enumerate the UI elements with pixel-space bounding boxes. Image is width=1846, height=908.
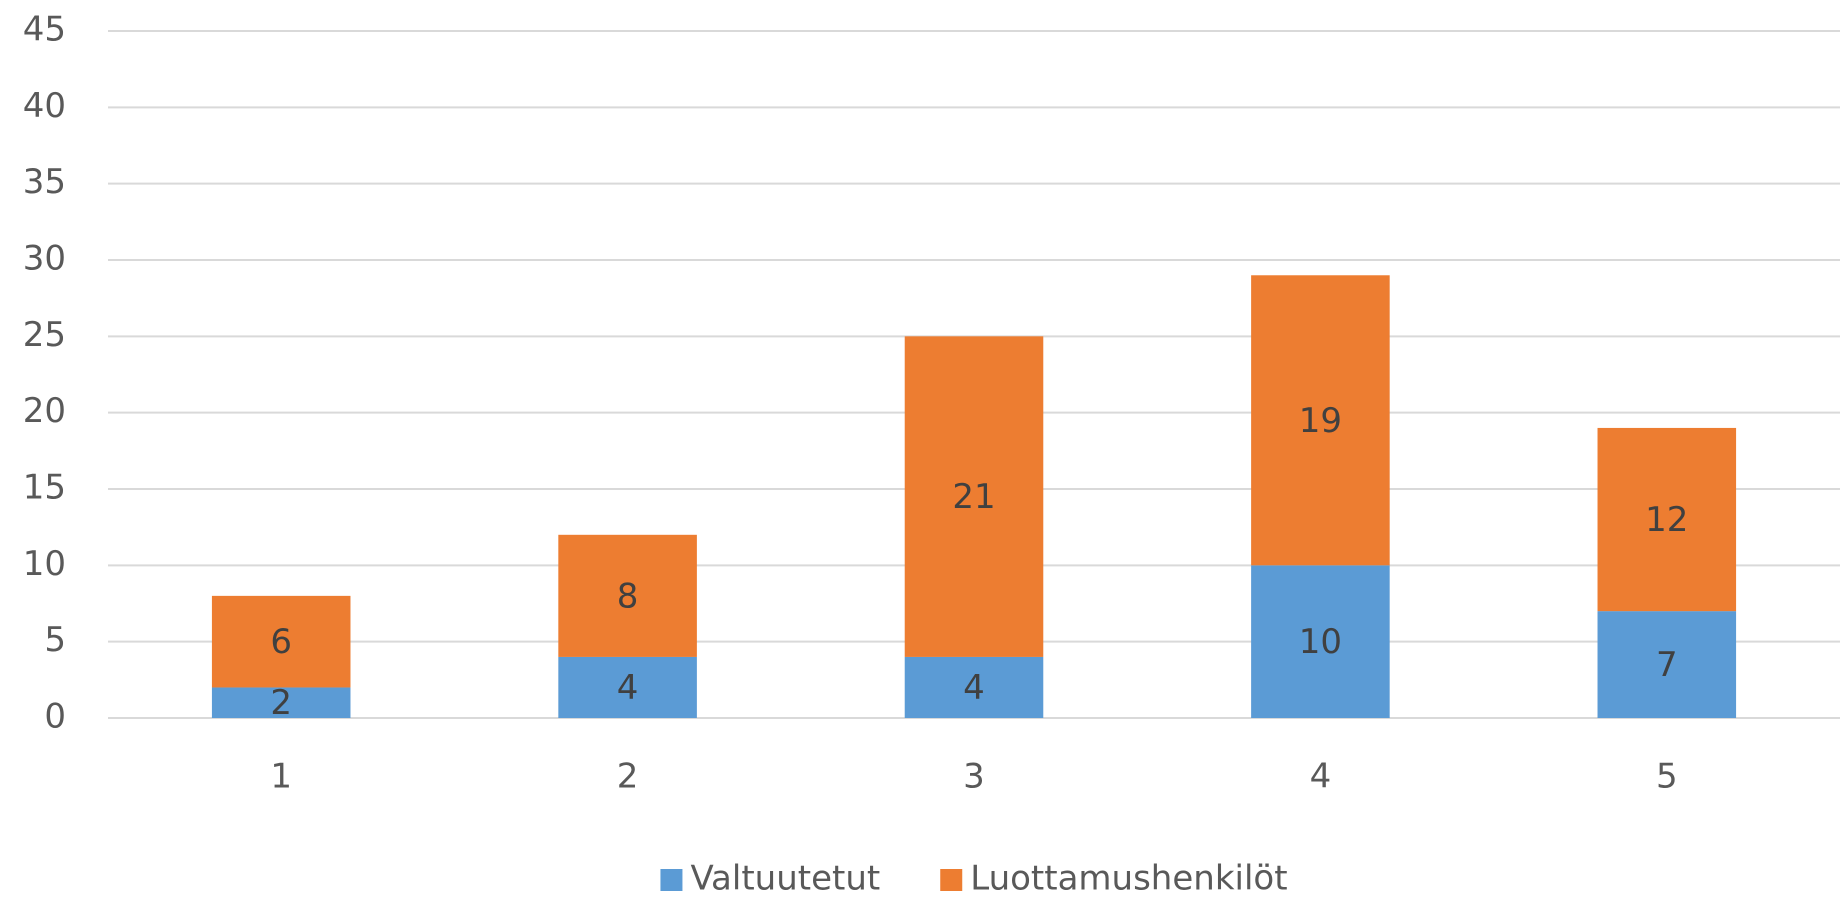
data-label: 4 — [963, 668, 985, 708]
bar-segment — [904, 656, 1044, 718]
x-tick-label: 3 — [963, 757, 985, 797]
y-tick-label: 5 — [44, 620, 66, 660]
y-tick-label: 25 — [23, 315, 66, 355]
data-label: 8 — [617, 576, 639, 616]
x-tick-label: 4 — [1310, 757, 1332, 797]
data-label: 6 — [270, 622, 292, 662]
y-tick-label: 40 — [23, 86, 66, 126]
legend-label: Valtuutetut — [690, 859, 880, 899]
data-label: 7 — [1656, 645, 1678, 685]
data-label: 10 — [1299, 622, 1342, 662]
y-tick-label: 10 — [23, 544, 66, 584]
y-tick-label: 45 — [23, 10, 66, 50]
bar-segment — [211, 595, 351, 688]
data-label: 19 — [1299, 401, 1342, 441]
y-tick-label: 35 — [23, 162, 66, 202]
data-label: 2 — [270, 683, 292, 723]
y-tick-label: 30 — [23, 239, 66, 279]
bar-segment — [1597, 427, 1737, 612]
y-tick-label: 0 — [44, 697, 66, 737]
legend-swatch — [660, 869, 683, 891]
legend-swatch — [940, 869, 963, 891]
legend-label: Luottamushenkilöt — [970, 859, 1287, 899]
x-tick-label: 5 — [1656, 757, 1678, 797]
bar-segment — [1597, 611, 1737, 718]
bar-segment — [558, 656, 697, 718]
bar-segment — [1251, 565, 1390, 718]
bar-segment — [1251, 275, 1390, 566]
x-tick-label: 1 — [270, 757, 292, 797]
y-tick-label: 20 — [23, 391, 66, 431]
x-tick-label: 2 — [617, 757, 639, 797]
bar-segment — [558, 534, 697, 657]
data-label: 4 — [617, 668, 639, 708]
data-label: 12 — [1645, 500, 1688, 540]
bar-segment — [211, 687, 351, 718]
data-label: 21 — [952, 477, 995, 517]
y-tick-label: 15 — [23, 468, 66, 508]
bar-segment — [904, 336, 1044, 657]
